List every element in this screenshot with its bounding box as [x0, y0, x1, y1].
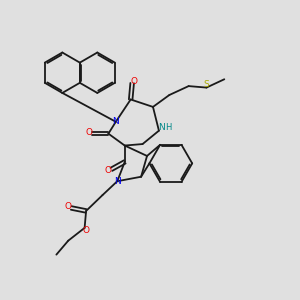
- Text: O: O: [85, 128, 93, 137]
- Text: N: N: [112, 117, 119, 126]
- Text: H: H: [165, 123, 171, 132]
- Text: N: N: [158, 123, 165, 132]
- Text: O: O: [105, 166, 112, 175]
- Text: O: O: [65, 202, 72, 211]
- Text: N: N: [114, 177, 121, 186]
- Text: O: O: [130, 77, 137, 86]
- Text: S: S: [204, 80, 209, 89]
- Text: O: O: [82, 226, 90, 235]
